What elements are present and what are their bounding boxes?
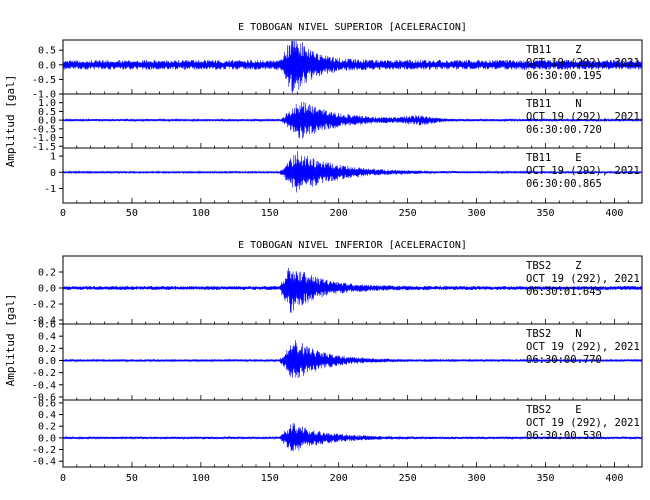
component-code: E [575, 152, 581, 164]
time-label: 06:30:00.720 [526, 124, 602, 136]
y-tick-label: -1.0 [32, 90, 56, 101]
y-tick-label: 0.4 [38, 332, 56, 343]
y-tick-label: -0.2 [32, 445, 56, 456]
x-tick-label: 0 [60, 473, 66, 484]
x-tick-label: 400 [605, 473, 623, 484]
y-tick-label: -1.0 [32, 133, 56, 144]
component-code: N [575, 328, 581, 340]
x-tick-label: 200 [330, 473, 348, 484]
x-tick-label: 100 [192, 208, 210, 219]
component-code: N [575, 98, 581, 110]
station-code: TBS2 [526, 260, 551, 272]
station-label: TBS2 N [526, 328, 582, 340]
date-label: OCT 19 (292), 2021 [526, 341, 640, 353]
y-tick-label: 0.2 [38, 268, 56, 279]
y-tick-label: 0 [50, 168, 56, 179]
time-label: 06:30:00.195 [526, 70, 602, 82]
x-tick-label: 150 [261, 208, 279, 219]
station-code: TB11 [526, 44, 551, 56]
y-tick-label: 0.0 [38, 356, 56, 367]
y-tick-label: -0.6 [32, 392, 56, 403]
station-code: TBS2 [526, 404, 551, 416]
y-tick-label: 0.4 [38, 410, 56, 421]
waveform-tb11-z [62, 40, 643, 94]
y-tick-label: -0.2 [32, 368, 56, 379]
component-code: E [575, 404, 581, 416]
x-tick-label: 300 [468, 208, 486, 219]
station-code: TB11 [526, 152, 551, 164]
date-label: OCT 19 (292), 2021 [526, 273, 640, 285]
time-label: 06:30:01.645 [526, 286, 602, 298]
x-tick-label: 250 [399, 208, 417, 219]
station-label: TB11 E [526, 152, 582, 164]
x-tick-label: 300 [468, 473, 486, 484]
x-tick-label: 350 [536, 208, 554, 219]
y-tick-label: -0.4 [32, 380, 56, 391]
y-tick-label: 0.5 [38, 46, 56, 57]
x-tick-label: 150 [261, 473, 279, 484]
chart-title: E TOBOGAN NIVEL SUPERIOR [ACELERACION] [238, 22, 467, 33]
y-tick-label: 1.0 [38, 98, 56, 109]
station-label: TB11 N [526, 98, 582, 110]
waveform-tb11-e [62, 151, 643, 193]
y-tick-label: -1 [44, 184, 56, 195]
date-label: OCT 19 (292), 2021 [526, 57, 640, 69]
y-tick-label: 1 [50, 152, 56, 163]
y-tick-label: -0.4 [32, 316, 56, 327]
y-tick-label: 0.0 [38, 433, 56, 444]
x-tick-label: 0 [60, 208, 66, 219]
y-tick-label: 0.0 [38, 284, 56, 295]
y-tick-label: 0.0 [38, 60, 56, 71]
x-tick-label: 50 [126, 473, 138, 484]
y-tick-label: 0.6 [38, 320, 56, 331]
y-tick-label: 0.6 [38, 398, 56, 409]
y-tick-label: 0.2 [38, 422, 56, 433]
x-tick-label: 100 [192, 473, 210, 484]
station-label: TB11 Z [526, 44, 582, 56]
station-label: TBS2 E [526, 404, 582, 416]
y-tick-label: 0.2 [38, 344, 56, 355]
y-tick-label: -0.5 [32, 124, 56, 135]
time-label: 06:30:00.530 [526, 430, 602, 442]
y-tick-label: -0.2 [32, 300, 56, 311]
station-label: TBS2 Z [526, 260, 582, 272]
y-tick-label: -1.5 [32, 142, 56, 153]
y-tick-label: 0.0 [38, 116, 56, 127]
y-tick-label: 0.5 [38, 107, 56, 118]
waveform-tbs2-n [62, 340, 643, 379]
y-tick-label: -0.5 [32, 75, 56, 86]
y-tick-label: -0.4 [32, 457, 56, 468]
waveform-tbs2-e [62, 422, 643, 451]
time-label: 06:30:00.865 [526, 178, 602, 190]
x-tick-label: 350 [536, 473, 554, 484]
station-code: TBS2 [526, 328, 551, 340]
y-axis-label: Amplitud [gal] [4, 75, 17, 168]
waveform-tbs2-z [62, 267, 643, 314]
waveform-tb11-n [62, 101, 643, 139]
date-label: OCT 19 (292), 2021 [526, 111, 640, 123]
x-tick-label: 250 [399, 473, 417, 484]
component-code: Z [575, 44, 581, 56]
x-tick-label: 200 [330, 208, 348, 219]
x-tick-label: 400 [605, 208, 623, 219]
component-code: Z [575, 260, 581, 272]
date-label: OCT 19 (292), 2021 [526, 417, 640, 429]
chart-title: E TOBOGAN NIVEL INFERIOR [ACELERACION] [238, 240, 467, 251]
station-code: TB11 [526, 98, 551, 110]
y-axis-label: Amplitud [gal] [4, 294, 17, 387]
date-label: OCT 19 (292), 2021 [526, 165, 640, 177]
x-tick-label: 50 [126, 208, 138, 219]
time-label: 06:30:00.770 [526, 354, 602, 366]
